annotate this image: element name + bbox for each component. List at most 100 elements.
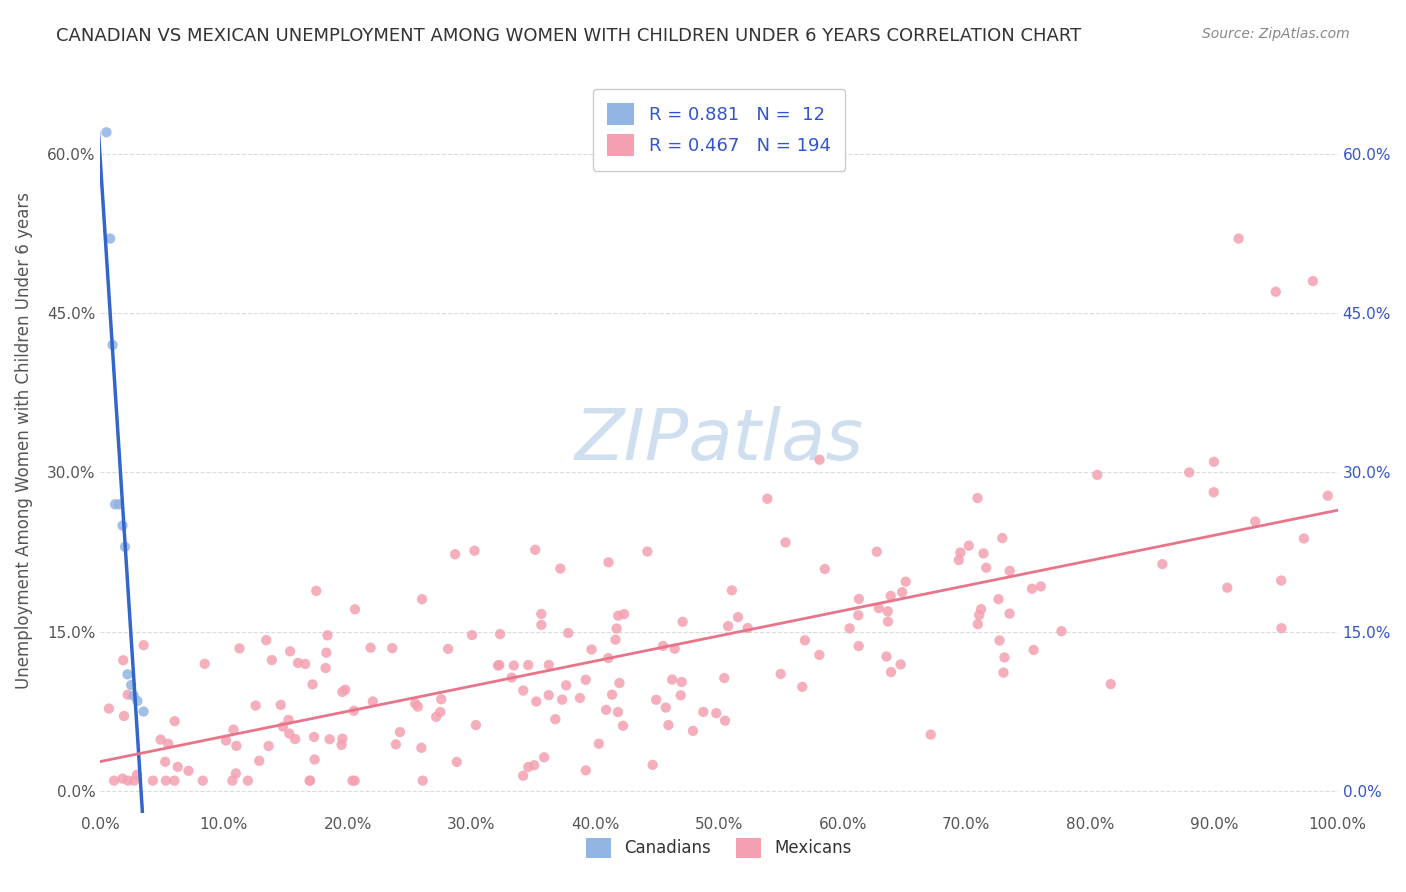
- Point: [194, 657, 217, 671]
- Point: [557, 626, 579, 640]
- Point: [641, 757, 664, 772]
- Point: [221, 773, 243, 788]
- Point: [581, 642, 603, 657]
- Point: [537, 657, 560, 672]
- Point: [575, 673, 598, 687]
- Point: [316, 628, 339, 642]
- Point: [814, 562, 837, 576]
- Point: [98, 231, 121, 245]
- Point: [838, 621, 860, 635]
- Point: [652, 639, 675, 653]
- Point: [228, 641, 250, 656]
- Point: [524, 542, 547, 557]
- Point: [305, 583, 328, 598]
- Point: [104, 497, 127, 511]
- Point: [444, 547, 467, 561]
- Point: [103, 773, 125, 788]
- Point: [737, 621, 759, 635]
- Point: [555, 678, 578, 692]
- Point: [236, 773, 259, 788]
- Point: [488, 657, 510, 672]
- Point: [524, 694, 547, 708]
- Text: ZIPatlas: ZIPatlas: [575, 406, 863, 475]
- Point: [142, 773, 165, 788]
- Point: [692, 705, 714, 719]
- Point: [149, 732, 172, 747]
- Point: [430, 692, 453, 706]
- Point: [1292, 532, 1315, 546]
- Point: [880, 665, 903, 679]
- Point: [877, 615, 900, 629]
- Point: [222, 723, 245, 737]
- Point: [360, 640, 382, 655]
- Point: [890, 657, 912, 672]
- Point: [389, 725, 412, 739]
- Point: [1270, 621, 1292, 635]
- Point: [489, 627, 512, 641]
- Point: [998, 564, 1021, 578]
- Point: [1022, 643, 1045, 657]
- Point: [600, 688, 623, 702]
- Point: [966, 491, 988, 505]
- Point: [412, 773, 434, 788]
- Point: [682, 723, 704, 738]
- Point: [868, 601, 890, 615]
- Point: [792, 680, 814, 694]
- Point: [1316, 489, 1339, 503]
- Point: [550, 561, 572, 575]
- Point: [225, 739, 247, 753]
- Point: [257, 739, 280, 753]
- Point: [284, 732, 307, 747]
- Point: [1021, 582, 1043, 596]
- Point: [332, 731, 354, 746]
- Point: [606, 622, 628, 636]
- Point: [153, 755, 176, 769]
- Point: [1216, 581, 1239, 595]
- Point: [957, 539, 980, 553]
- Point: [271, 720, 294, 734]
- Point: [406, 699, 429, 714]
- Point: [166, 760, 188, 774]
- Point: [299, 773, 322, 788]
- Point: [866, 545, 889, 559]
- Point: [544, 712, 567, 726]
- Point: [1202, 455, 1225, 469]
- Point: [973, 546, 995, 560]
- Point: [609, 676, 631, 690]
- Point: [114, 540, 136, 554]
- Point: [163, 714, 186, 729]
- Point: [664, 641, 686, 656]
- Point: [657, 718, 679, 732]
- Point: [111, 772, 134, 786]
- Point: [112, 653, 135, 667]
- Point: [411, 592, 433, 607]
- Point: [294, 657, 316, 671]
- Point: [461, 628, 484, 642]
- Point: [381, 641, 404, 656]
- Point: [612, 719, 634, 733]
- Point: [713, 671, 735, 685]
- Y-axis label: Unemployment Among Women with Children Under 6 years: Unemployment Among Women with Children U…: [15, 192, 32, 689]
- Point: [301, 677, 323, 691]
- Point: [1085, 467, 1108, 482]
- Point: [530, 607, 553, 621]
- Point: [330, 738, 353, 752]
- Point: [974, 560, 997, 574]
- Point: [302, 730, 325, 744]
- Point: [96, 125, 118, 139]
- Point: [595, 703, 617, 717]
- Point: [501, 671, 523, 685]
- Point: [848, 639, 870, 653]
- Point: [575, 764, 598, 778]
- Point: [991, 531, 1014, 545]
- Point: [411, 740, 433, 755]
- Text: CANADIAN VS MEXICAN UNEMPLOYMENT AMONG WOMEN WITH CHILDREN UNDER 6 YEARS CORRELA: CANADIAN VS MEXICAN UNEMPLOYMENT AMONG W…: [56, 27, 1081, 45]
- Point: [132, 638, 155, 652]
- Point: [1270, 574, 1292, 588]
- Point: [876, 649, 898, 664]
- Point: [343, 773, 366, 788]
- Point: [502, 658, 524, 673]
- Point: [1029, 579, 1052, 593]
- Point: [330, 685, 353, 699]
- Point: [568, 690, 591, 705]
